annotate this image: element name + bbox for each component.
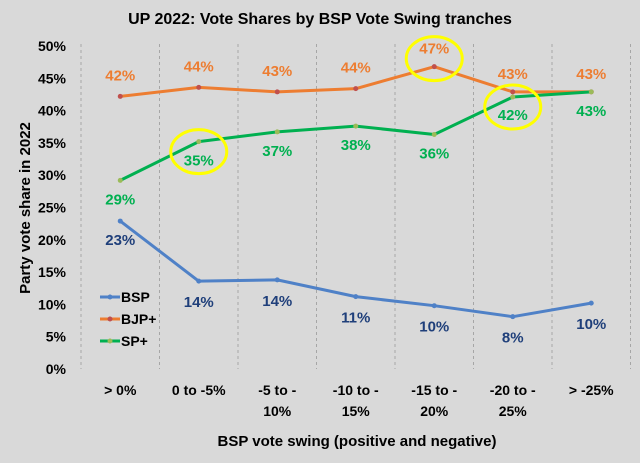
y-tick-label: 35% xyxy=(38,135,67,151)
data-point xyxy=(117,177,123,183)
data-point xyxy=(117,93,123,99)
data-point xyxy=(353,86,359,92)
x-tick-label: -5 to - xyxy=(258,382,296,398)
data-label: 14% xyxy=(184,294,214,311)
y-tick-label: 0% xyxy=(46,361,67,377)
data-label: 44% xyxy=(341,60,371,77)
y-axis-label: Party vote share in 2022 xyxy=(17,122,34,294)
x-tick-label: > 0% xyxy=(104,382,137,398)
y-tick-label: 30% xyxy=(38,167,67,183)
legend-label: SP+ xyxy=(121,333,148,349)
data-point xyxy=(274,277,280,283)
data-label: 42% xyxy=(498,107,528,124)
legend-label: BSP xyxy=(121,289,150,305)
data-point xyxy=(510,94,516,100)
data-point xyxy=(196,84,202,90)
data-label: 47% xyxy=(419,41,449,58)
highlight-circle xyxy=(483,83,543,131)
data-label: 35% xyxy=(184,153,214,170)
data-label: 23% xyxy=(105,232,135,249)
data-label: 43% xyxy=(576,66,606,83)
data-label: 36% xyxy=(419,146,449,163)
x-tick-label: 20% xyxy=(420,403,449,419)
x-tick-label: -15 to - xyxy=(411,382,457,398)
chart-title: UP 2022: Vote Shares by BSP Vote Swing t… xyxy=(128,11,512,28)
data-point xyxy=(196,139,202,145)
data-label: 43% xyxy=(576,103,606,120)
data-point xyxy=(431,132,437,138)
legend-marker xyxy=(107,338,113,344)
x-axis-label: BSP vote swing (positive and negative) xyxy=(218,433,497,450)
data-label: 14% xyxy=(262,293,292,310)
data-point xyxy=(353,123,359,129)
data-label: 37% xyxy=(262,143,292,160)
legend-marker xyxy=(107,316,113,322)
data-point xyxy=(588,300,594,306)
data-point xyxy=(510,89,516,95)
data-label: 8% xyxy=(502,330,524,347)
highlight-circle xyxy=(169,128,229,176)
legend-label: BJP+ xyxy=(121,311,156,327)
x-tick-label: 0 to -5% xyxy=(172,382,226,398)
data-label: 11% xyxy=(341,310,370,327)
data-point xyxy=(274,129,280,135)
data-point xyxy=(117,218,123,224)
data-label: 38% xyxy=(341,137,371,154)
data-point xyxy=(431,64,437,70)
data-point xyxy=(196,278,202,284)
x-tick-label: 15% xyxy=(342,403,371,419)
y-tick-label: 10% xyxy=(38,296,67,312)
y-tick-label: 40% xyxy=(38,103,67,119)
data-label: 42% xyxy=(105,67,135,84)
x-tick-label: 10% xyxy=(263,403,292,419)
y-tick-label: 45% xyxy=(38,70,67,86)
data-point xyxy=(353,294,359,300)
x-tick-label: -10 to - xyxy=(333,382,379,398)
x-tick-label: -20 to - xyxy=(490,382,536,398)
data-point xyxy=(510,314,516,320)
x-tick-label: 25% xyxy=(499,403,528,419)
y-tick-label: 20% xyxy=(38,232,67,248)
data-point xyxy=(588,89,594,95)
data-point xyxy=(431,303,437,309)
x-tick-label: > -25% xyxy=(569,382,614,398)
data-label: 10% xyxy=(576,316,606,333)
data-point xyxy=(274,89,280,95)
y-tick-label: 15% xyxy=(38,264,67,280)
data-label: 43% xyxy=(262,63,292,80)
data-label: 10% xyxy=(419,319,449,336)
legend-marker xyxy=(107,294,113,300)
data-label: 44% xyxy=(184,58,214,75)
data-label: 29% xyxy=(105,191,135,208)
y-tick-label: 50% xyxy=(38,38,67,54)
data-label: 43% xyxy=(498,66,528,83)
y-tick-label: 25% xyxy=(38,200,67,216)
highlight-circle xyxy=(404,35,464,83)
y-tick-label: 5% xyxy=(46,329,67,345)
